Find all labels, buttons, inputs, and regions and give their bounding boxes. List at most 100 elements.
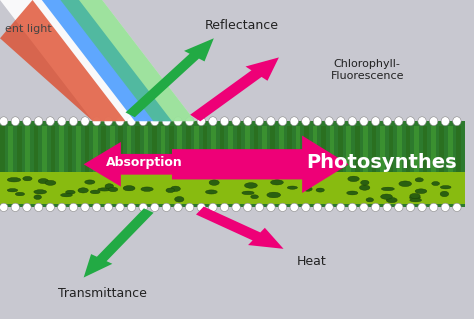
Ellipse shape — [123, 186, 135, 191]
Bar — [422, 126, 427, 195]
Ellipse shape — [453, 117, 461, 126]
Bar — [144, 126, 148, 195]
Ellipse shape — [0, 203, 8, 211]
Bar — [203, 126, 208, 195]
Bar — [169, 126, 173, 195]
Bar — [110, 126, 115, 195]
Ellipse shape — [69, 117, 78, 126]
Ellipse shape — [278, 203, 287, 211]
Bar — [51, 126, 55, 195]
Polygon shape — [84, 142, 172, 187]
Polygon shape — [84, 208, 154, 278]
Ellipse shape — [395, 117, 403, 126]
Ellipse shape — [244, 117, 252, 126]
Bar — [135, 126, 140, 195]
Ellipse shape — [7, 178, 21, 182]
Ellipse shape — [90, 190, 100, 194]
Bar — [84, 126, 89, 195]
Polygon shape — [190, 57, 279, 121]
Ellipse shape — [348, 176, 359, 182]
Ellipse shape — [232, 203, 240, 211]
Ellipse shape — [139, 117, 147, 126]
Ellipse shape — [116, 117, 124, 126]
Ellipse shape — [128, 117, 136, 126]
Ellipse shape — [244, 203, 252, 211]
Ellipse shape — [128, 203, 136, 211]
Ellipse shape — [372, 203, 380, 211]
Bar — [194, 126, 199, 195]
Ellipse shape — [35, 117, 43, 126]
Bar — [127, 126, 131, 195]
Ellipse shape — [386, 197, 397, 203]
Bar — [76, 126, 81, 195]
Ellipse shape — [429, 117, 438, 126]
Ellipse shape — [381, 194, 392, 199]
Ellipse shape — [209, 203, 217, 211]
Ellipse shape — [23, 203, 31, 211]
Ellipse shape — [116, 203, 124, 211]
Ellipse shape — [267, 117, 275, 126]
Ellipse shape — [271, 180, 283, 185]
Bar — [439, 126, 444, 195]
Polygon shape — [0, 0, 195, 121]
Ellipse shape — [34, 190, 46, 194]
Bar — [25, 126, 30, 195]
Ellipse shape — [415, 178, 423, 182]
Bar — [177, 126, 182, 195]
Bar — [17, 126, 21, 195]
Ellipse shape — [287, 186, 298, 189]
Ellipse shape — [266, 175, 280, 179]
Ellipse shape — [65, 190, 75, 194]
Ellipse shape — [34, 195, 42, 199]
Ellipse shape — [171, 186, 181, 191]
Polygon shape — [172, 136, 348, 193]
Ellipse shape — [209, 117, 217, 126]
Text: Heat: Heat — [297, 255, 326, 268]
Bar — [313, 126, 317, 195]
Ellipse shape — [418, 117, 426, 126]
Bar — [321, 126, 326, 195]
Ellipse shape — [301, 203, 310, 211]
Bar — [329, 126, 334, 195]
Ellipse shape — [15, 192, 25, 196]
Ellipse shape — [166, 188, 174, 193]
Text: Transmittance: Transmittance — [58, 287, 146, 300]
Ellipse shape — [220, 203, 228, 211]
Ellipse shape — [366, 198, 374, 202]
Bar — [0, 172, 465, 204]
Ellipse shape — [290, 117, 299, 126]
Ellipse shape — [220, 117, 228, 126]
Ellipse shape — [382, 187, 394, 191]
Ellipse shape — [46, 117, 55, 126]
Ellipse shape — [105, 184, 114, 189]
Ellipse shape — [104, 203, 112, 211]
Bar — [101, 126, 106, 195]
Ellipse shape — [267, 192, 281, 198]
Ellipse shape — [316, 188, 324, 192]
Ellipse shape — [441, 203, 449, 211]
Bar — [271, 126, 275, 195]
Ellipse shape — [92, 117, 101, 126]
Bar — [59, 126, 64, 195]
Polygon shape — [42, 0, 172, 121]
Ellipse shape — [440, 186, 451, 189]
Ellipse shape — [98, 188, 111, 191]
Bar — [287, 126, 292, 195]
Ellipse shape — [11, 117, 19, 126]
Ellipse shape — [337, 117, 345, 126]
Ellipse shape — [58, 117, 66, 126]
Ellipse shape — [346, 191, 358, 195]
Bar — [237, 126, 241, 195]
Ellipse shape — [383, 203, 392, 211]
Bar — [152, 126, 157, 195]
Ellipse shape — [7, 189, 18, 192]
Bar — [279, 126, 283, 195]
Ellipse shape — [415, 189, 427, 194]
Ellipse shape — [61, 193, 73, 197]
Ellipse shape — [406, 117, 415, 126]
Ellipse shape — [410, 198, 421, 202]
Ellipse shape — [46, 203, 55, 211]
Ellipse shape — [38, 179, 48, 184]
Ellipse shape — [325, 117, 333, 126]
Ellipse shape — [359, 185, 370, 190]
